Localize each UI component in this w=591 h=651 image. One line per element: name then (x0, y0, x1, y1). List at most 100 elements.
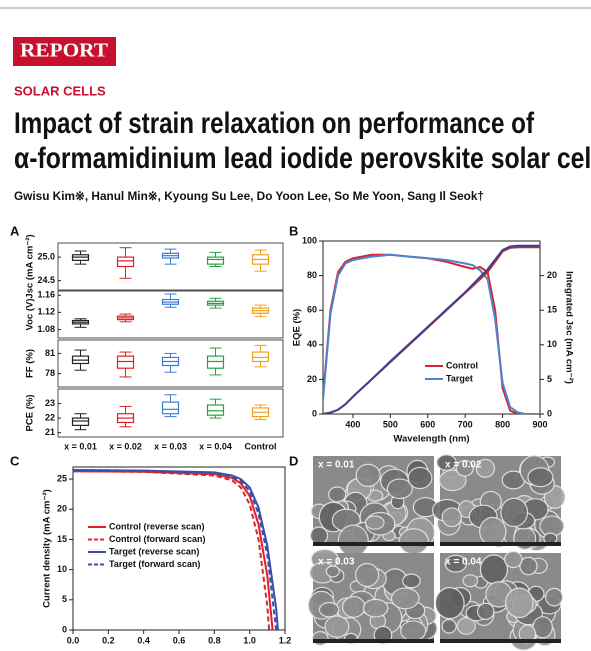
grain (504, 550, 523, 569)
grain (436, 454, 457, 471)
x-tick-label: 700 (458, 419, 473, 429)
y-tick-label: 25 (57, 473, 67, 483)
micrograph: x = 0.02 (431, 454, 566, 552)
legend-label: Target (forward scan) (109, 559, 200, 569)
legend-label: Target (446, 373, 473, 383)
x-tick-label: x = 0.02 (109, 441, 142, 451)
x-tick-label: 600 (420, 419, 435, 429)
x-tick-label: 800 (495, 419, 510, 429)
scale-bar-strip (440, 639, 561, 643)
grain (364, 515, 385, 530)
grain (398, 528, 429, 555)
data-line (323, 253, 540, 414)
x-tick-label: 0.8 (208, 635, 221, 645)
y-tick-label: 81 (45, 348, 55, 358)
grain (407, 466, 433, 490)
y-tick-label: 10 (57, 564, 67, 574)
y-tick-label: 100 (302, 235, 317, 245)
grain (328, 486, 347, 503)
micrograph-label: x = 0.03 (318, 557, 355, 568)
report-label: REPORT (20, 40, 109, 62)
y2-tick-label: 0 (547, 408, 552, 418)
title-line: Impact of strain relaxation on performan… (14, 107, 535, 140)
y-axis-label: Voc (V) (25, 298, 36, 330)
y-tick-label: 80 (307, 270, 317, 280)
grain (455, 459, 474, 477)
scale-bar-strip (440, 542, 561, 546)
box (251, 351, 270, 363)
grain (438, 469, 467, 492)
box (161, 401, 180, 415)
x-tick-label: Control (245, 441, 277, 451)
grain (456, 617, 476, 635)
x-tick-label: x = 0.04 (199, 441, 232, 451)
y-tick-label: 5 (62, 594, 67, 604)
panel-label: A (10, 223, 20, 238)
data-line (323, 244, 540, 414)
micrograph: x = 0.04 (434, 550, 564, 651)
y-tick-label: 1.08 (37, 324, 55, 334)
legend-label: Control (reverse scan) (109, 521, 205, 531)
plot-frame (57, 242, 284, 291)
grain (386, 478, 413, 500)
y-tick-label: 0 (312, 408, 317, 418)
grain (462, 574, 479, 588)
grain (441, 618, 457, 634)
scale-bar-strip (313, 542, 434, 546)
micrograph: x = 0.03 (307, 548, 438, 646)
grain (500, 497, 529, 528)
panel-label: D (289, 453, 298, 468)
y2-tick-label: 15 (547, 305, 557, 315)
data-line (73, 469, 278, 630)
grain (434, 587, 465, 620)
y-tick-label: 0 (62, 624, 67, 634)
grain (527, 467, 554, 488)
y-tick-label: 15 (57, 534, 67, 544)
box (206, 256, 225, 265)
y-axis-label: EQE (%) (292, 309, 303, 346)
box (206, 404, 225, 416)
grain (519, 556, 538, 576)
panel-label: B (289, 223, 298, 238)
data-line (73, 470, 274, 630)
grain (390, 587, 420, 610)
x-tick-label: 500 (383, 419, 398, 429)
data-line (73, 470, 271, 630)
legend-label: Control (forward scan) (109, 534, 206, 544)
legend-label: Target (reverse scan) (109, 546, 199, 556)
y2-axis-label: Integrated Jsc (mA cm⁻²) (563, 271, 574, 384)
grain (441, 507, 463, 528)
box (116, 355, 135, 369)
y-tick-label: 23 (45, 398, 55, 408)
section-label: SOLAR CELLS (14, 83, 106, 98)
micrograph-label: x = 0.02 (445, 460, 482, 471)
plot-frame (57, 339, 284, 388)
grain (545, 587, 564, 607)
x-tick-label: 1.2 (279, 635, 292, 645)
grain (400, 620, 427, 642)
x-axis-label: Wavelength (nm) (393, 434, 469, 445)
plot-frame (57, 290, 284, 339)
data-line (323, 246, 540, 414)
y2-tick-label: 5 (547, 374, 552, 384)
box (206, 355, 225, 369)
y-tick-label: 21 (45, 427, 55, 437)
grain (479, 554, 509, 585)
grain (342, 596, 366, 618)
data-line (323, 253, 540, 414)
micrograph: x = 0.01 (309, 456, 439, 558)
y-axis-label: FF (%) (25, 349, 36, 378)
panel-label: C (10, 453, 20, 468)
y2-tick-label: 10 (547, 339, 557, 349)
authors: Gwisu Kim※, Hanul Min※, Kyoung Su Lee, D… (14, 189, 484, 203)
grain (355, 463, 381, 487)
x-tick-label: 0.6 (173, 635, 186, 645)
y-tick-label: 22 (45, 412, 55, 422)
plot-frame (57, 388, 284, 438)
y-tick-label: 20 (307, 374, 317, 384)
scale-bar-strip (313, 639, 434, 643)
y-tick-label: 1.16 (37, 290, 55, 300)
y-tick-label: 20 (57, 504, 67, 514)
y2-tick-label: 20 (547, 270, 557, 280)
